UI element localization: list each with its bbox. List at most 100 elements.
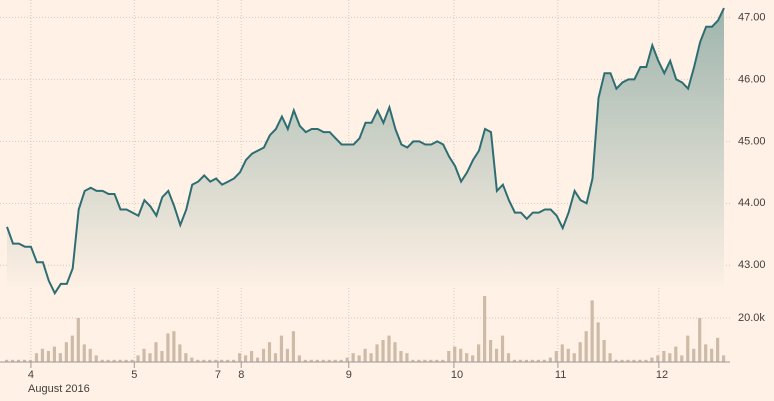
volume-bar [447,351,451,362]
volume-bar [716,337,720,362]
volume-bar [154,342,158,362]
volume-bar [166,333,170,362]
volume-bar [536,359,540,362]
volume-bar [674,346,678,362]
volume-bar [5,359,9,362]
volume-bar [614,359,618,362]
volume-bar [656,355,660,362]
volume-bar [345,357,349,362]
volume-bar [351,353,355,362]
volume-bar [196,359,200,362]
x-tick-label: 7 [215,369,221,381]
volume-bar [405,353,409,362]
volume-bar [160,351,164,362]
volume-bar [494,348,499,362]
volume-bar [704,344,708,362]
x-tick-label: 4 [28,369,34,381]
volume-bar [500,335,505,362]
volume-bar [483,296,487,362]
volume-bar [238,353,242,362]
volume-bar [698,318,702,362]
volume-bar [112,359,116,362]
volume-bar [28,359,33,362]
volume-bar [441,359,445,362]
volume-bar [357,355,361,362]
volume-bar [465,353,469,362]
volume-bar [106,359,110,362]
x-tick-label: 10 [451,369,463,381]
volume-bar [184,353,188,362]
volume-bar [40,348,45,362]
volume-bar [142,348,146,362]
volume-bar [680,355,684,362]
volume-bar [459,348,463,362]
volume-bar [255,357,260,362]
volume-bar [692,348,696,362]
volume-bar [70,335,74,362]
volume-bar [321,359,325,362]
volume-bar [16,359,21,362]
volume-bar [34,353,39,362]
volume-bar [291,331,295,362]
volume-bar [220,359,224,362]
volume-bar [620,359,624,362]
volume-bar [566,348,570,362]
volume-bar [722,355,726,362]
volume-bar [88,348,92,362]
volume-bar [668,353,672,362]
volume-bar [46,351,51,362]
volume-bar [178,344,182,362]
volume-bar [375,344,379,362]
volume-bar [297,355,301,362]
volume-bar [118,359,122,362]
volume-bar [572,353,576,362]
volume-bar [267,342,272,362]
volume-bar [548,357,552,362]
volume-bar [650,357,654,362]
volume-bar [244,355,248,362]
volume-bar [453,346,457,362]
volume-bar [554,351,558,362]
volume-bar [208,359,212,362]
volume-bar [632,359,636,362]
volume-bar [530,359,534,362]
x-tick-label: 12 [656,369,668,381]
volume-bar [381,340,385,362]
volume-bar [524,359,529,362]
volume-bar [387,335,391,362]
y2-tick-label: 20.0k [738,312,765,324]
volume-bar [285,348,290,362]
volume-bar [76,318,80,362]
volume-bar [423,359,427,362]
volume-bar [52,346,56,362]
volume-bar [190,357,194,362]
x-tick-label: 9 [346,369,352,381]
volume-bar [477,344,481,362]
volume-bar [232,359,236,362]
volume-bar [506,353,511,362]
volume-bar [429,359,433,362]
volume-bar [202,359,206,362]
volume-bar [333,359,337,362]
volume-bar [602,340,606,362]
volume-bar [214,359,218,362]
volume-bar [226,359,230,362]
volume-bar [417,359,421,362]
volume-bar [518,359,523,362]
y-tick-label: 45.00 [738,135,766,147]
volume-bar [590,300,594,362]
volume-bar [542,359,546,362]
volume-bar [279,335,284,362]
y-tick-label: 47.00 [738,11,766,23]
volume-bar [662,351,666,362]
volume-bar [327,359,331,362]
volume-bar [315,359,319,362]
volume-bar [303,359,307,362]
volume-bar [710,348,714,362]
volume-bar [435,359,439,362]
volume-bar [261,348,266,362]
y-tick-label: 44.00 [738,197,766,209]
price-line [6,7,725,296]
